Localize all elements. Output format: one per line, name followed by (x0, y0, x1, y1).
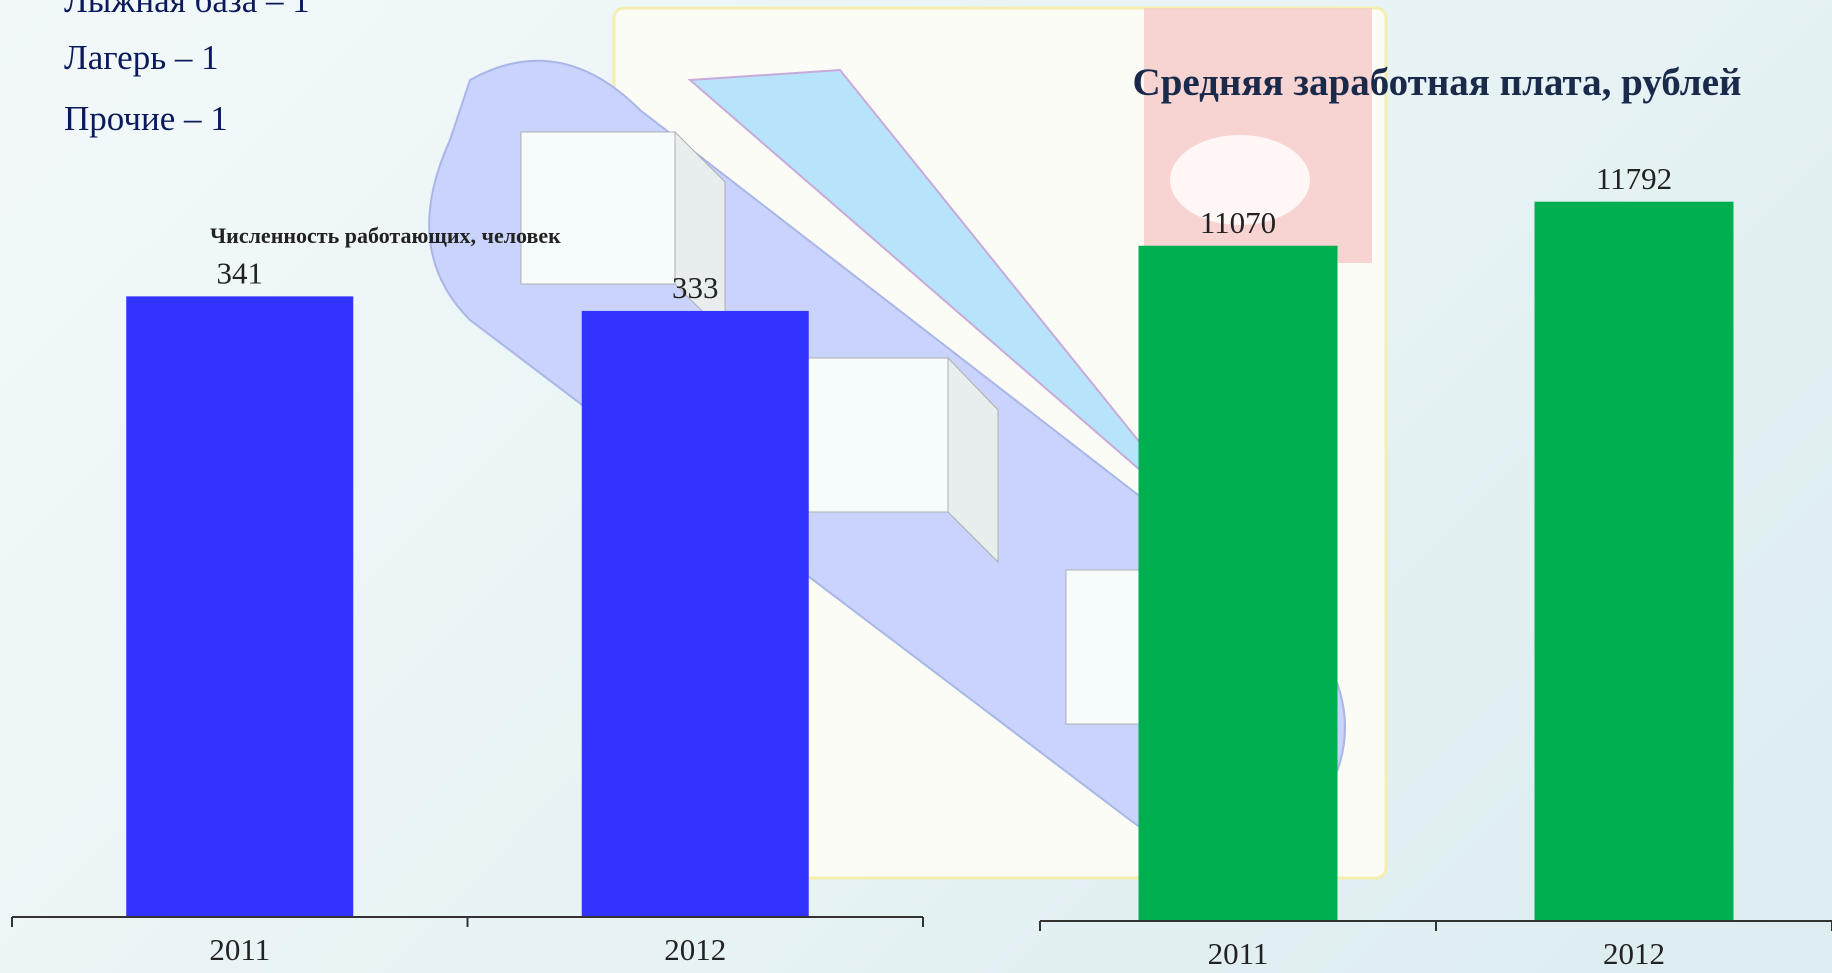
value-label: 11792 (1596, 161, 1672, 196)
bar (1138, 245, 1338, 922)
list-item: Прочие – 1 (64, 99, 228, 138)
value-label: 11070 (1200, 205, 1276, 240)
chart-title: Численность работающих, человек (210, 223, 561, 248)
chart-title: Средняя заработная плата, рублей (1132, 61, 1742, 104)
x-tick-label: 2012 (1603, 936, 1665, 971)
bar (1534, 201, 1734, 922)
bar (581, 310, 809, 917)
x-tick-label: 2011 (1208, 936, 1269, 971)
x-tick-label: 2011 (209, 932, 270, 967)
value-label: 333 (672, 270, 719, 305)
bar (126, 296, 354, 917)
x-tick-label: 2012 (664, 932, 726, 967)
list-item: Лыжная база – 1 (64, 0, 310, 20)
list-item: Лагерь – 1 (64, 38, 219, 77)
value-label: 341 (217, 255, 264, 290)
